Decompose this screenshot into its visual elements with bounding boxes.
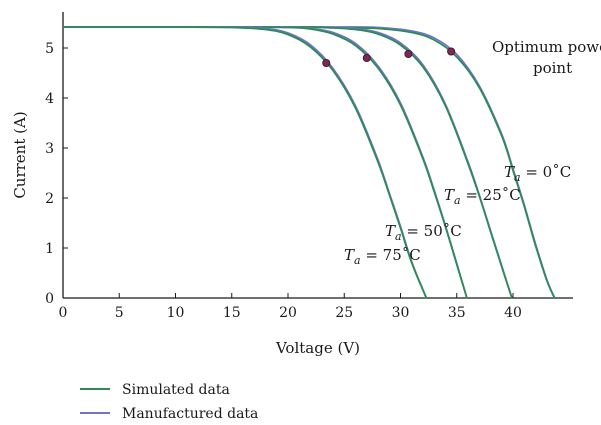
curves bbox=[62, 26, 556, 299]
legend: Simulated data Manufactured data bbox=[80, 382, 258, 422]
temp-label-1: Ta = 25˚C bbox=[444, 186, 521, 207]
x-tick-label: 0 bbox=[59, 305, 68, 321]
legend-simulated-label: Simulated data bbox=[122, 382, 230, 398]
y-tick-label: 1 bbox=[45, 241, 54, 257]
simulated-curve-1 bbox=[62, 26, 513, 299]
temp-label-3: Ta = 75˚C bbox=[344, 246, 421, 267]
temperature-labels: Ta = 0˚CTa = 25˚C Ta = 50˚C Ta = 75˚C bbox=[344, 163, 571, 267]
legend-manufactured-label: Manufactured data bbox=[122, 406, 258, 422]
y-tick-label: 3 bbox=[45, 141, 54, 157]
x-tick-label: 10 bbox=[167, 305, 185, 321]
y-tick-label: 5 bbox=[45, 41, 54, 57]
x-tick-label: 35 bbox=[448, 305, 466, 321]
manufactured-curve-1 bbox=[62, 26, 513, 299]
axes bbox=[62, 12, 573, 299]
x-axis-label: Voltage (V) bbox=[275, 339, 360, 357]
mpp-annotation-line1: Optimum power bbox=[492, 38, 601, 56]
annotations: Optimum power point bbox=[492, 38, 601, 77]
temp-label-0: Ta = 0˚C bbox=[504, 163, 571, 184]
simulated-curve-3 bbox=[62, 26, 428, 299]
y-tick-label: 4 bbox=[45, 91, 54, 107]
y-tick-label: 0 bbox=[45, 291, 54, 307]
x-tick-label: 15 bbox=[223, 305, 241, 321]
mpp-marker-3 bbox=[322, 59, 331, 68]
x-tick-label: 30 bbox=[392, 305, 410, 321]
temp-label-2: Ta = 50˚C bbox=[385, 222, 462, 243]
y-axis-label: Current (A) bbox=[11, 111, 29, 198]
mpp-points bbox=[322, 47, 456, 68]
simulated-curve-0 bbox=[62, 26, 556, 299]
x-tick-label: 40 bbox=[504, 305, 522, 321]
manufactured-curve-0 bbox=[62, 26, 556, 299]
x-tick-label: 20 bbox=[279, 305, 297, 321]
ticks: 0 5 10 15 20 25 30 35 40 0 1 2 3 4 5 bbox=[45, 41, 522, 321]
mpp-marker-0 bbox=[447, 47, 456, 56]
y-tick-label: 2 bbox=[45, 191, 54, 207]
x-tick-label: 5 bbox=[115, 305, 124, 321]
mpp-marker-1 bbox=[404, 50, 413, 59]
mpp-marker-2 bbox=[362, 54, 371, 63]
x-tick-label: 25 bbox=[335, 305, 353, 321]
mpp-annotation-line2: point bbox=[533, 59, 572, 77]
